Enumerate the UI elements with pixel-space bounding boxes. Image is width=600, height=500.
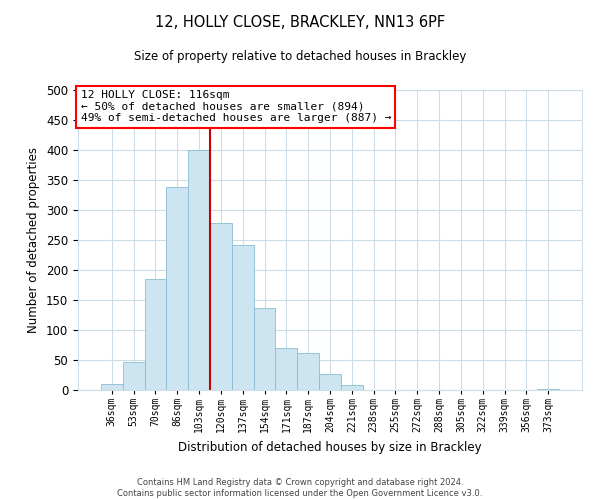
Bar — [537, 389, 559, 390]
Bar — [123, 362, 145, 390]
Text: Contains HM Land Registry data © Crown copyright and database right 2024.
Contai: Contains HM Land Registry data © Crown c… — [118, 478, 482, 498]
Y-axis label: Number of detached properties: Number of detached properties — [28, 147, 40, 333]
Bar — [297, 353, 319, 390]
Bar — [275, 348, 297, 390]
Bar — [101, 384, 123, 390]
Text: Size of property relative to detached houses in Brackley: Size of property relative to detached ho… — [134, 50, 466, 63]
Text: 12, HOLLY CLOSE, BRACKLEY, NN13 6PF: 12, HOLLY CLOSE, BRACKLEY, NN13 6PF — [155, 15, 445, 30]
Bar — [319, 374, 341, 390]
Bar — [210, 223, 232, 390]
Bar — [232, 245, 254, 390]
Bar — [254, 308, 275, 390]
Bar — [166, 187, 188, 390]
Bar — [145, 279, 166, 390]
Bar — [341, 385, 363, 390]
Text: 12 HOLLY CLOSE: 116sqm
← 50% of detached houses are smaller (894)
49% of semi-de: 12 HOLLY CLOSE: 116sqm ← 50% of detached… — [80, 90, 391, 123]
X-axis label: Distribution of detached houses by size in Brackley: Distribution of detached houses by size … — [178, 440, 482, 454]
Bar — [188, 150, 210, 390]
